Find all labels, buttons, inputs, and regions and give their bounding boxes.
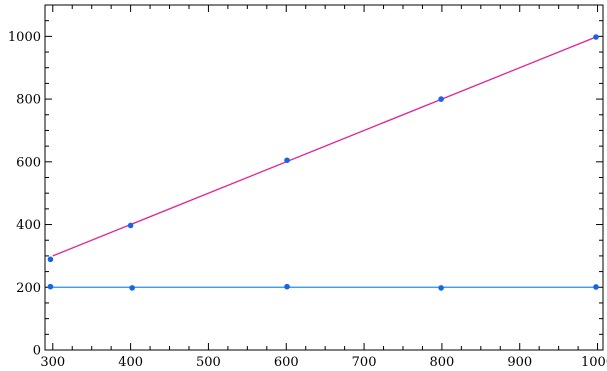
x-tick-label: 300	[40, 355, 65, 370]
data-point	[284, 157, 290, 164]
line-layer	[52, 35, 598, 288]
data-point	[127, 222, 134, 229]
x-tick-label: 800	[429, 355, 454, 370]
y-tick-label: 1000	[8, 30, 41, 45]
data-point	[438, 96, 444, 102]
point-layer	[47, 34, 599, 291]
y-tick-label: 0	[33, 344, 41, 359]
y-tick-label: 600	[16, 155, 41, 170]
x-tick-label: 600	[274, 355, 299, 370]
x-tick-label: 1000	[581, 355, 607, 370]
y-tick-label: 200	[16, 281, 41, 296]
data-point	[284, 283, 290, 290]
tick-label-layer: 300 400 500 600 700 800 900 1000 0 200 400 600 800 10…	[8, 30, 607, 370]
data-point	[593, 34, 599, 40]
x-tick-label: 700	[352, 355, 377, 370]
x-tick-label: 400	[118, 355, 143, 370]
x-tick-label: 500	[196, 355, 221, 370]
x-tick-label: 900	[507, 355, 532, 370]
y-tick-label: 800	[16, 93, 41, 108]
data-point	[593, 284, 599, 290]
data-point	[129, 285, 135, 291]
data-point	[47, 283, 54, 290]
data-point	[47, 256, 54, 263]
series-line-0	[52, 35, 598, 257]
y-tick-label: 400	[16, 218, 41, 233]
tick-layer	[45, 4, 603, 351]
data-point	[438, 285, 444, 291]
plot-frame	[44, 4, 604, 351]
